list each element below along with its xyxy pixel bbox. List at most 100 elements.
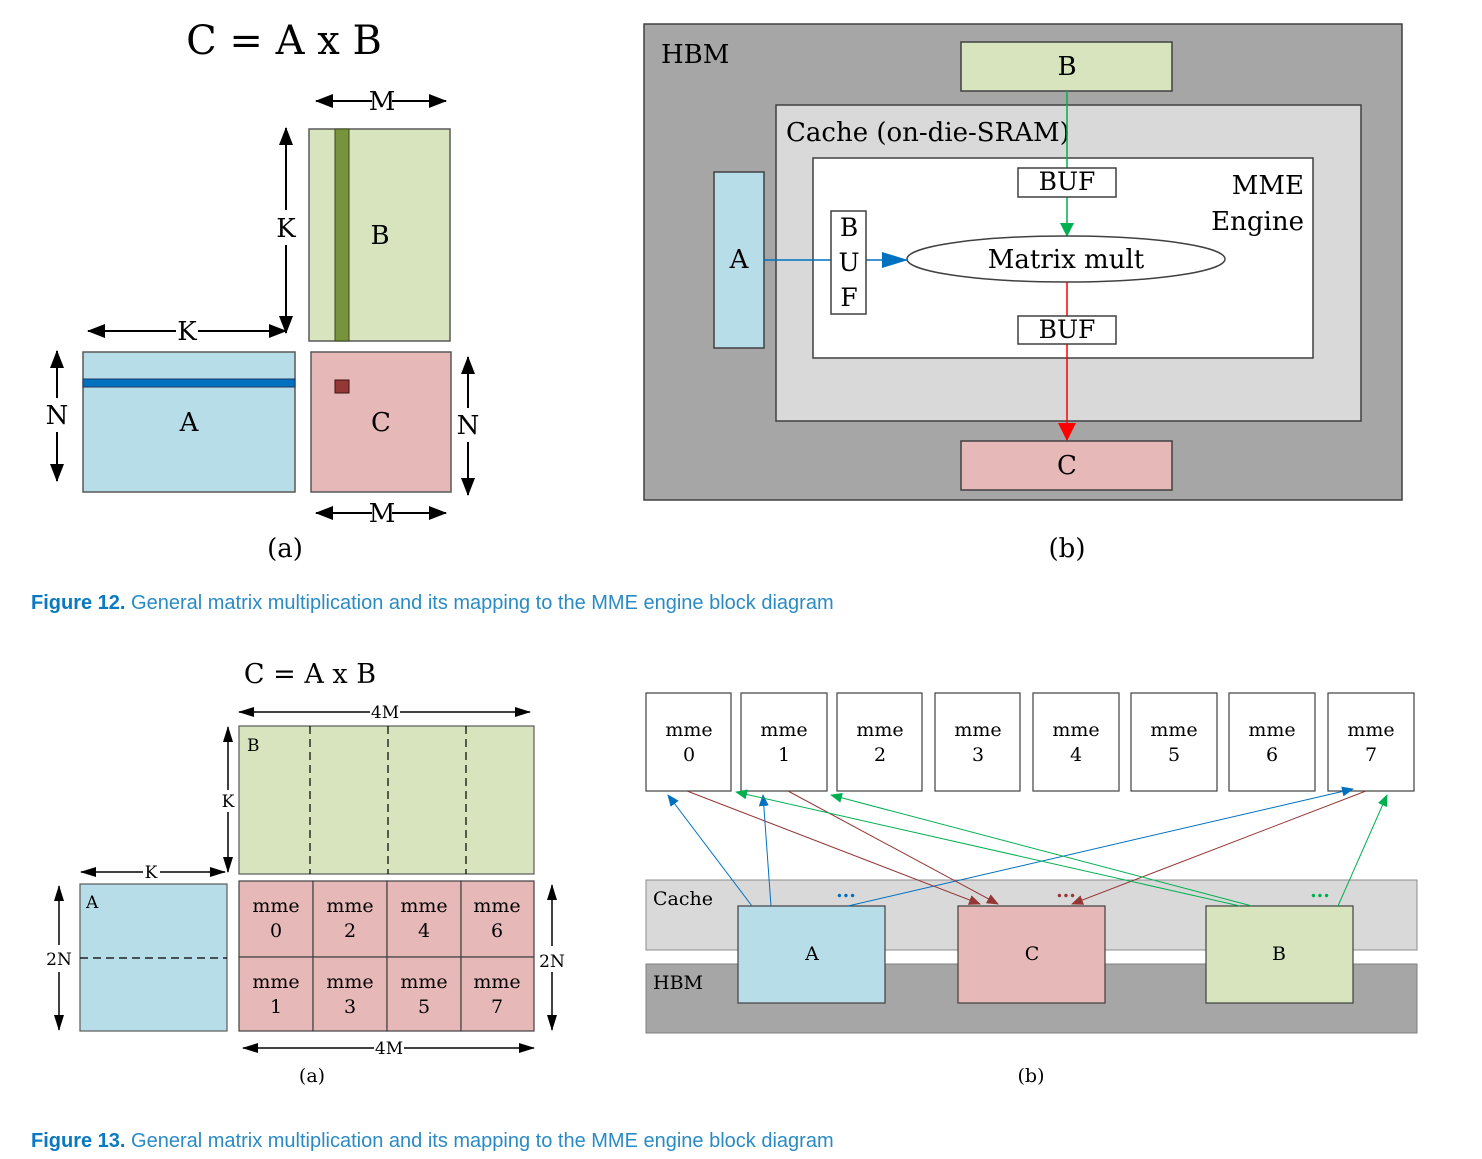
fig13a-cell-mme-0-index: 0: [270, 920, 282, 942]
fig13a-cell-mme-6-name: mme: [473, 895, 520, 917]
fig13a-cell-mme-3-index: 3: [344, 996, 356, 1018]
fig13a-cell-mme-5: [386, 956, 462, 1032]
fig13b-engine-2-index: 2: [874, 744, 886, 766]
fig13a-cell-mme-7-name: mme: [473, 971, 520, 993]
fig13b-arrow-a-to-mme0: [667, 794, 753, 907]
fig12b-cache-label: Cache (on-die-SRAM): [786, 118, 1070, 148]
fig12a-label-a: A: [179, 408, 200, 438]
fig13b-engine-2: [836, 692, 923, 792]
fig13a-cell-mme-0-name: mme: [252, 895, 299, 917]
fig12a-label-m-top: M: [369, 87, 396, 117]
fig13b-engine-4: [1032, 692, 1120, 792]
fig13a-label-b: B: [247, 736, 260, 756]
fig13b-arrow-a-to-mme7: [847, 786, 1354, 907]
fig13a-cell-mme-4-name: mme: [400, 895, 447, 917]
fig13b-engine-1-name: mme: [760, 719, 807, 741]
fig13b-dots-green: ...: [1310, 880, 1330, 902]
fig13a-cell-mme-4: [386, 880, 462, 958]
fig13b-block-a-label: A: [804, 943, 819, 965]
fig13a-cell-mme-5-name: mme: [400, 971, 447, 993]
fig12b-hbm-label: HBM: [661, 40, 729, 70]
fig13b-engine-6-index: 6: [1266, 744, 1278, 766]
fig13b-engine-0: [645, 692, 732, 792]
figure-13-caption: Figure 13. General matrix multiplication…: [31, 1130, 834, 1153]
fig13b-engine-3: [934, 692, 1021, 792]
fig13a-cell-mme-3: [312, 956, 388, 1032]
fig12b-engine-label-line1: MME: [1232, 171, 1304, 201]
fig12a-sublabel: (a): [267, 534, 303, 564]
figure-13-caption-text: General matrix multiplication and its ma…: [125, 1130, 834, 1152]
fig13b-engine-6-name: mme: [1248, 719, 1295, 741]
fig12b-block-c-label: C: [1057, 451, 1077, 481]
fig13b-block-c-label: C: [1025, 943, 1040, 965]
fig13a-label-4m-top: 4M: [371, 703, 399, 723]
fig13b-engine-1-index: 1: [778, 744, 790, 766]
fig12a-label-k-horizontal: K: [177, 317, 197, 347]
fig12b-matrix-mult-label: Matrix mult: [988, 245, 1145, 275]
fig13b-dots-blue: ...: [836, 880, 856, 902]
fig13b-block-b-label: B: [1272, 943, 1286, 965]
fig13a-matrix-b: [238, 725, 535, 875]
fig13a-cell-mme-7-index: 7: [491, 996, 503, 1018]
fig13b-arrow-mme0-to-c: [686, 790, 981, 905]
fig12a-label-n-left: N: [46, 401, 69, 431]
fig13b-engine-3-index: 3: [972, 744, 984, 766]
fig12a-b-column-highlight: [334, 128, 350, 342]
fig12a-matrix-a: [82, 351, 296, 493]
fig13b-engine-1: [740, 692, 828, 792]
fig13b-engine-4-index: 4: [1070, 744, 1082, 766]
fig13b-engine-7-index: 7: [1365, 744, 1377, 766]
fig12b-block-a-label: A: [729, 245, 750, 275]
fig13a-cell-mme-6-index: 6: [491, 920, 503, 942]
fig13a-label-a: A: [85, 893, 99, 913]
fig13b-block-a: [737, 905, 886, 1004]
fig13a-cell-mme-2: [312, 880, 388, 958]
fig12b-sublabel: (b): [1049, 534, 1086, 564]
fig12-panel-a: C = A x B M B K K A N C N: [46, 18, 480, 564]
fig12b-engine-label-line2: Engine: [1211, 207, 1304, 237]
fig13a-cell-mme-1-index: 1: [270, 996, 282, 1018]
fig13b-engine-5-index: 5: [1168, 744, 1180, 766]
fig13a-cell-mme-2-name: mme: [326, 895, 373, 917]
figure-12-diagram: C = A x B M B K K A N C N: [46, 18, 1403, 564]
figure-12-caption: Figure 12. General matrix multiplication…: [31, 592, 834, 615]
fig13b-hbm-label: HBM: [653, 972, 703, 994]
fig12b-buf-left-b: B: [840, 213, 858, 242]
figure-13-caption-lead: Figure 13.: [31, 1130, 126, 1152]
fig12-panel-b: HBM B Cache (on-die-SRAM) MME Engine BUF…: [643, 23, 1403, 564]
fig12b-buf-left-u: U: [838, 248, 859, 277]
fig13a-sublabel: (a): [299, 1065, 325, 1087]
fig13b-arrow-a-to-mme1: [758, 794, 772, 907]
fig13b-engine-7: [1327, 692, 1415, 792]
fig13a-cell-mme-1-name: mme: [252, 971, 299, 993]
fig13b-block-c: [957, 905, 1106, 1004]
fig12b-block-a: [713, 171, 765, 349]
fig13a-cell-mme-3-name: mme: [326, 971, 373, 993]
fig12a-label-n-right: N: [457, 411, 480, 441]
fig13a-label-2n-right: 2N: [539, 952, 565, 972]
fig13b-engine-7-name: mme: [1347, 719, 1394, 741]
fig12b-block-b-label: B: [1057, 52, 1076, 82]
fig12b-buf-left: [830, 210, 867, 315]
fig13b-engine-0-index: 0: [683, 744, 695, 766]
fig13a-equation: C = A x B: [244, 659, 376, 690]
fig12a-matrix-b: [308, 128, 451, 342]
fig13a-cell-mme-4-index: 4: [418, 920, 430, 942]
fig13b-arrow-b-to-mme2: [830, 792, 1253, 907]
fig12a-label-b: B: [370, 221, 389, 251]
fig13b-engine-0-name: mme: [665, 719, 712, 741]
fig13b-engine-row: mme 0 mme 1 mme 2 mme 3 mme 4 mme 5 mme …: [645, 692, 1415, 792]
figure-13-diagram: C = A x B 4M B K K A 2N: [46, 659, 1418, 1087]
fig13a-cell-mme-0: [238, 880, 314, 958]
fig12b-block-c: [960, 440, 1173, 491]
fig12b-buf-bottom-label: BUF: [1039, 315, 1096, 344]
figure-12-caption-text: General matrix multiplication and its ma…: [125, 592, 834, 614]
fig13a-cell-mme-6: [460, 880, 535, 958]
fig12b-buf-top: [1017, 167, 1117, 198]
fig12a-label-k-vertical: K: [276, 214, 296, 244]
fig13b-engine-3-name: mme: [954, 719, 1001, 741]
fig13b-engine-5-name: mme: [1150, 719, 1197, 741]
fig13b-arrow-b-to-mme1: [735, 789, 1241, 907]
fig13b-sublabel: (b): [1018, 1065, 1045, 1087]
fig13b-engine-4-name: mme: [1052, 719, 1099, 741]
